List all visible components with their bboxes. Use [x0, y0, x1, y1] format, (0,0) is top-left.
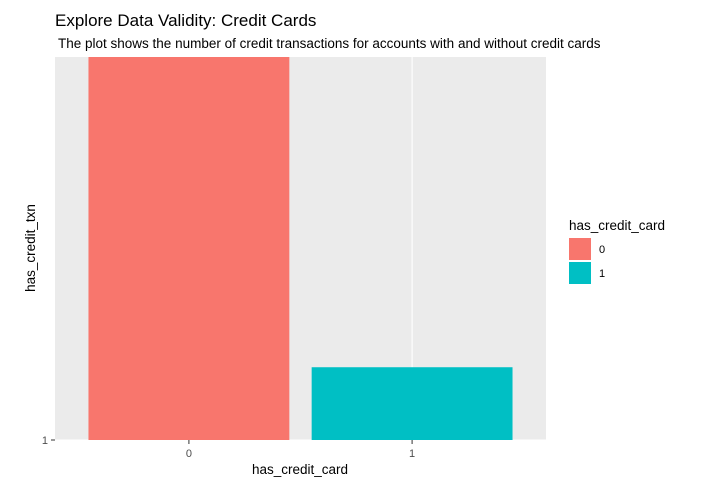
chart-title: Explore Data Validity: Credit Cards [55, 11, 316, 30]
legend-items: 01 [569, 238, 605, 284]
x-tick-label: 0 [186, 448, 192, 460]
legend: has_credit_card 01 [569, 218, 665, 284]
chart-subtitle: The plot shows the number of credit tran… [58, 36, 601, 51]
bar-1 [311, 367, 513, 440]
y-axis: 1 [42, 435, 55, 447]
bars [88, 57, 513, 440]
legend-swatch-0 [569, 238, 591, 260]
legend-label-1: 1 [599, 268, 605, 280]
x-axis-title: has_credit_card [252, 462, 348, 477]
legend-label-0: 0 [599, 244, 605, 256]
y-tick-label: 1 [42, 435, 48, 447]
plot-panel [55, 57, 546, 441]
legend-swatch-1 [569, 262, 591, 284]
x-tick-label: 1 [409, 448, 415, 460]
y-axis-title: has_credit_txn [23, 204, 38, 292]
legend-title: has_credit_card [569, 218, 665, 233]
bar-0 [88, 57, 290, 440]
